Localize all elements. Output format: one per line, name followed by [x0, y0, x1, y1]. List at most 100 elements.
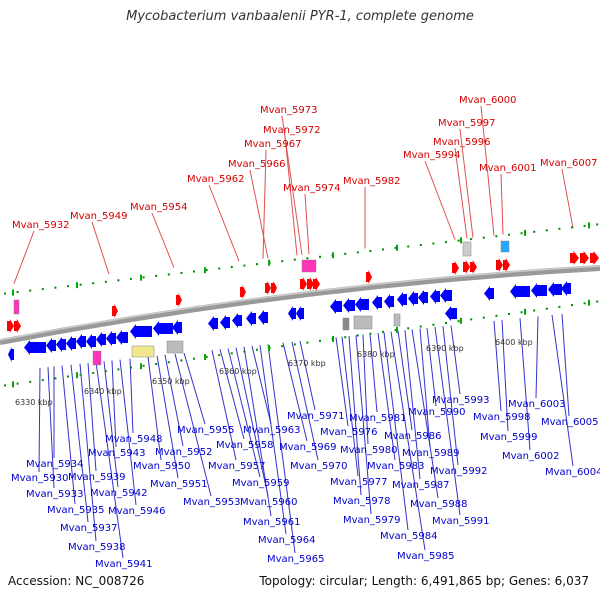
reverse-gene — [208, 316, 218, 331]
top-row-dot — [495, 235, 498, 238]
top-row-tick — [524, 229, 526, 236]
bottom-row-dot — [281, 345, 284, 348]
accession-text: Accession: NC_008726 — [8, 574, 145, 588]
top-row-dot — [369, 249, 372, 252]
bottom-row-dot — [117, 368, 120, 371]
leader-Mvan_6000 — [480, 105, 495, 236]
gene-label-mvan_5971: Mvan_5971 — [287, 411, 344, 422]
top-row-dot — [432, 242, 435, 245]
forward-gene — [470, 260, 477, 274]
kbp-label: 6380 kbp — [357, 350, 395, 359]
leader-Mvan_5960 — [235, 347, 269, 497]
forward-gene — [176, 293, 182, 307]
bottom-row-dot — [571, 304, 573, 307]
top-row-dot — [293, 258, 296, 261]
top-row-tick — [588, 222, 590, 229]
leader-Mvan_5970 — [291, 341, 319, 461]
forward-gene — [307, 277, 314, 291]
reverse-gene — [330, 299, 342, 314]
top-row-dot — [180, 271, 183, 274]
bottom-row-dot — [482, 316, 485, 319]
top-row-dot — [571, 226, 573, 229]
gene-label-mvan_5992: Mvan_5992 — [430, 466, 487, 477]
gene-label-mvan_5963: Mvan_5963 — [243, 425, 300, 436]
gene-label-mvan_5999: Mvan_5999 — [480, 432, 537, 443]
bottom-row-dot — [520, 311, 523, 314]
forward-gene — [112, 304, 118, 318]
gene-label-mvan_5972: Mvan_5972 — [263, 125, 320, 136]
top-row-dot — [104, 280, 107, 283]
gene-label-mvan_5980: Mvan_5980 — [340, 445, 397, 456]
gene-label-mvan_5964: Mvan_5964 — [258, 535, 315, 546]
bottom-row-dot — [193, 357, 195, 360]
bottom-row-dot — [407, 327, 410, 330]
forward-gene — [452, 261, 459, 275]
gene-label-mvan_5952: Mvan_5952 — [155, 447, 212, 458]
top-row-dot — [470, 238, 473, 241]
top-row-dot — [155, 274, 158, 277]
kbp-label: 6390 kbp — [426, 344, 464, 353]
top-row-dot — [482, 236, 485, 239]
gene-label-mvan_5957: Mvan_5957 — [208, 461, 265, 472]
bottom-row-dot — [419, 325, 422, 328]
reverse-gene — [8, 347, 14, 362]
reverse-gene — [66, 336, 76, 351]
leader-Mvan_5985 — [390, 331, 426, 551]
gene-label-mvan_5989: Mvan_5989 — [402, 448, 459, 459]
top-row-dot — [79, 283, 82, 286]
leader-Mvan_5994 — [424, 160, 456, 240]
bottom-row-dot — [583, 302, 586, 305]
gene-label-mvan_5962: Mvan_5962 — [187, 174, 244, 185]
forward-gene — [590, 251, 599, 265]
gene-label-mvan_5996: Mvan_5996 — [433, 137, 490, 148]
leader-Mvan_5957 — [211, 349, 237, 461]
gene-label-mvan_5946: Mvan_5946 — [108, 506, 165, 517]
bottom-row-dot — [445, 321, 447, 324]
bottom-row-dot — [41, 379, 44, 382]
leader-Mvan_5955 — [183, 352, 206, 425]
bottom-row-dot — [29, 380, 32, 383]
top-row-dot — [142, 276, 145, 279]
grey-feature — [393, 313, 401, 327]
bottom-row-dot — [369, 332, 372, 335]
leader-Mvan_5935 — [61, 365, 76, 505]
bottom-row-dot — [155, 363, 158, 366]
bottom-row-tick — [204, 354, 206, 361]
bottom-row-dot — [470, 318, 473, 321]
gene-label-mvan_5932: Mvan_5932 — [12, 220, 69, 231]
forward-gene — [300, 277, 307, 291]
leader-Mvan_5987 — [404, 330, 421, 480]
forward-gene — [240, 285, 246, 299]
top-row-dot — [167, 273, 170, 276]
gene-label-mvan_5959: Mvan_5959 — [232, 478, 289, 489]
gene-label-mvan_5939: Mvan_5939 — [68, 472, 125, 483]
leader-Mvan_5950 — [147, 356, 162, 461]
leader-Mvan_6007 — [561, 168, 574, 228]
reverse-gene — [384, 294, 394, 309]
bottom-row-dot — [79, 373, 82, 376]
leader-Mvan_5953 — [174, 353, 212, 497]
leader-Mvan_5972 — [284, 135, 298, 256]
reverse-gene — [408, 291, 418, 306]
gene-label-mvan_5966: Mvan_5966 — [228, 159, 285, 170]
top-row-dot — [520, 232, 523, 235]
leader-Mvan_5933 — [47, 367, 55, 489]
leader-Mvan_5965 — [267, 344, 296, 554]
gene-label-mvan_5955: Mvan_5955 — [177, 425, 234, 436]
bottom-row-dot — [104, 370, 107, 373]
bottom-row-dot — [67, 375, 69, 378]
forward-gene — [496, 258, 503, 272]
reverse-gene — [484, 286, 494, 301]
bottom-row-dot — [495, 314, 498, 317]
bottom-row-dot — [218, 354, 221, 357]
genome-backbone-highlight — [0, 265, 600, 341]
bottom-row-dot — [457, 320, 460, 323]
gene-label-mvan_5970: Mvan_5970 — [290, 461, 347, 472]
top-row-dot — [54, 286, 57, 289]
reverse-gene — [430, 289, 440, 304]
topology-text: Topology: circular; Length: 6,491,865 bp… — [259, 574, 589, 588]
gene-label-mvan_5935: Mvan_5935 — [47, 505, 104, 516]
reverse-gene — [397, 292, 407, 307]
top-row-dot — [41, 288, 44, 291]
forward-gene — [580, 251, 589, 265]
